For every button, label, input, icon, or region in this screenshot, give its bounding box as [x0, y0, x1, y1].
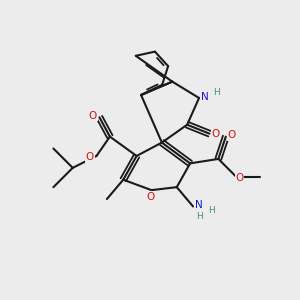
- Text: N: N: [195, 200, 203, 210]
- Text: O: O: [212, 129, 220, 139]
- Text: O: O: [228, 130, 236, 140]
- Text: H: H: [196, 212, 203, 221]
- Text: O: O: [89, 111, 97, 121]
- Text: O: O: [86, 152, 94, 162]
- Text: H: H: [214, 88, 220, 97]
- Text: N: N: [201, 92, 209, 101]
- Text: H: H: [208, 206, 215, 214]
- Text: O: O: [235, 173, 243, 183]
- Text: O: O: [147, 192, 155, 202]
